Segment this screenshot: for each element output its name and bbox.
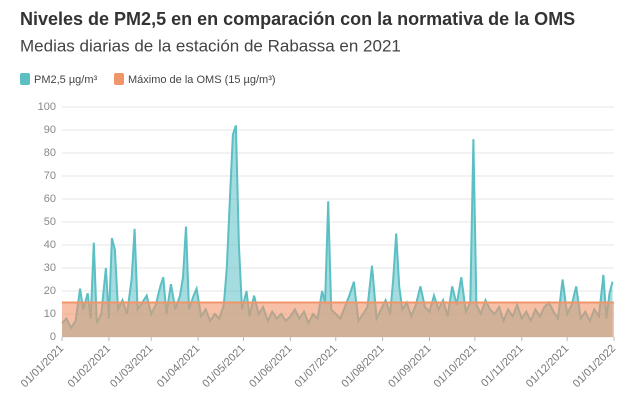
y-tick-label: 80 [44, 147, 56, 159]
x-tick-label: 01/10/2021 [432, 343, 479, 390]
line [61, 125, 614, 330]
legend-label: Máximo de la OMS (15 µg/m³) [128, 74, 276, 86]
x-tick-label: 01/05/2021 [200, 343, 247, 390]
y-tick-label: 90 [44, 124, 56, 136]
legend-swatch [20, 73, 30, 85]
y-tick-label: 20 [44, 285, 56, 297]
y-tick-label: 50 [44, 216, 56, 228]
y-tick-label: 30 [44, 262, 56, 274]
x-tick-label: 01/01/2022 [571, 343, 618, 390]
x-tick-label: 01/07/2021 [292, 343, 339, 390]
y-tick-label: 10 [44, 308, 56, 320]
y-tick-label: 70 [44, 170, 56, 182]
x-tick-label: 01/02/2021 [66, 343, 113, 390]
threshold-area [62, 302, 614, 337]
x-tick-label: 01/01/2021 [19, 343, 66, 390]
chart-subtitle: Medias diarias de la estación de Rabassa… [20, 36, 401, 55]
y-tick-label: 60 [44, 193, 56, 205]
x-tick-label: 01/12/2021 [524, 343, 571, 390]
y-tick-label: 100 [38, 101, 56, 113]
x-tick-label: 01/11/2021 [479, 343, 526, 390]
y-tick-label: 0 [50, 331, 56, 343]
area [62, 125, 613, 338]
x-tick-label: 01/06/2021 [247, 343, 294, 390]
x-tick-label: 01/04/2021 [155, 343, 202, 390]
x-tick-label: 01/08/2021 [339, 343, 386, 390]
y-tick-label: 40 [44, 239, 56, 251]
x-tick-label: 01/03/2021 [108, 343, 155, 390]
legend-label: PM2,5 µg/m³ [34, 74, 98, 86]
legend-swatch [114, 73, 124, 85]
chart-title: Niveles de PM2,5 en en comparación con l… [20, 9, 575, 29]
x-tick-label: 01/09/2021 [386, 343, 433, 390]
